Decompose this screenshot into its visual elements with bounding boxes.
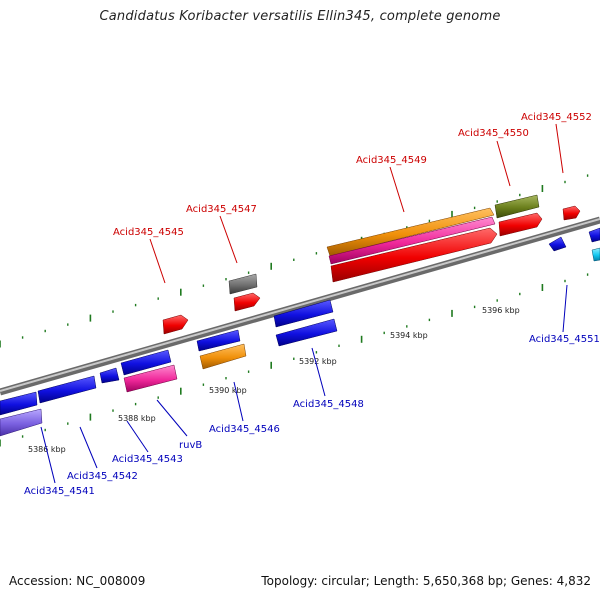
- gene-acid345-4550-olive[interactable]: [494, 194, 540, 219]
- label-acid345-4547[interactable]: Acid345_4547: [186, 204, 257, 215]
- tick-label-5392: 5392 kbp: [299, 357, 337, 366]
- gene-acid345-4546[interactable]: [196, 329, 241, 352]
- reverse-gene-labels: Acid345_4541 Acid345_4542 Acid345_4543 r…: [24, 334, 600, 497]
- gene-acid345-4550[interactable]: [498, 212, 543, 237]
- forward-gene-labels: Acid345_4545 Acid345_4547 Acid345_4549 A…: [113, 112, 592, 238]
- tick-label-5390: 5390 kbp: [209, 386, 247, 395]
- gene-acid345-4549[interactable]: [330, 227, 498, 283]
- label-ruvb[interactable]: ruvB: [179, 440, 202, 451]
- gene-acid345-4546-orange[interactable]: [199, 343, 247, 370]
- label-acid345-4549[interactable]: Acid345_4549: [356, 155, 427, 166]
- genome-stats-text: Topology: circular; Length: 5,650,368 bp…: [261, 574, 591, 588]
- gene-acid345-4549-pink[interactable]: [328, 216, 496, 265]
- accession-text: Accession: NC_008009: [9, 574, 146, 588]
- gene-acid345-4546-grey[interactable]: [228, 273, 258, 295]
- gene-ruvb[interactable]: [123, 364, 178, 393]
- label-acid345-4551[interactable]: Acid345_4551: [529, 334, 600, 345]
- label-acid345-4545[interactable]: Acid345_4545: [113, 227, 184, 238]
- reverse-leader-lines: [40, 284, 568, 484]
- gene-acid345-4548[interactable]: [273, 299, 334, 328]
- label-acid345-4546[interactable]: Acid345_4546: [209, 424, 280, 435]
- gene-acid345-4548b[interactable]: [275, 318, 338, 347]
- gene-acid345-4541[interactable]: [0, 391, 38, 416]
- forward-strand-ticks: [0, 174, 589, 348]
- label-acid345-4552[interactable]: Acid345_4552: [521, 112, 592, 123]
- label-acid345-4542[interactable]: Acid345_4542: [67, 471, 138, 482]
- tick-label-5396: 5396 kbp: [482, 306, 520, 315]
- gene-acid345-4543[interactable]: [99, 367, 120, 384]
- gene-blue-edge[interactable]: [588, 227, 600, 243]
- reverse-strand-ticks: [0, 273, 589, 447]
- gene-acid345-4549-orange[interactable]: [326, 207, 495, 257]
- forward-leader-lines: [149, 123, 564, 284]
- tick-label-5394: 5394 kbp: [390, 331, 428, 340]
- tick-label-5388: 5388 kbp: [118, 414, 156, 423]
- label-acid345-4543[interactable]: Acid345_4543: [112, 454, 183, 465]
- reverse-genes: [0, 227, 600, 437]
- forward-genes: [162, 194, 581, 335]
- gene-acid345-4551[interactable]: [548, 236, 567, 252]
- label-acid345-4548[interactable]: Acid345_4548: [293, 399, 364, 410]
- gene-acid345-4543b[interactable]: [120, 349, 172, 376]
- gene-acid345-4552[interactable]: [562, 205, 581, 221]
- gene-acid345-4547[interactable]: [233, 292, 261, 312]
- gene-acid345-4541-violet[interactable]: [0, 408, 43, 437]
- map-title: Candidatus Koribacter versatilis Ellin34…: [99, 9, 501, 24]
- label-acid345-4550[interactable]: Acid345_4550: [458, 128, 529, 139]
- label-acid345-4541[interactable]: Acid345_4541: [24, 486, 95, 497]
- gene-acid345-4545[interactable]: [162, 314, 189, 335]
- gene-cyan-edge[interactable]: [591, 247, 600, 262]
- gene-acid345-4542[interactable]: [37, 375, 97, 404]
- genome-backbone: [0, 216, 600, 396]
